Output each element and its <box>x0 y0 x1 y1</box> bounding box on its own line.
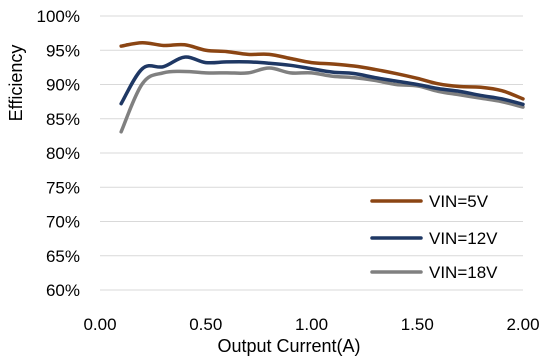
y-tick-label: 65% <box>46 247 80 266</box>
legend-label: VIN=5V <box>429 192 489 211</box>
series-line-vin-18v <box>119 66 525 134</box>
legend: VIN=5V VIN=12V VIN=18V <box>370 192 498 282</box>
y-tick-label: 60% <box>46 281 80 300</box>
y-tick-label: 75% <box>46 178 80 197</box>
series-line-vin-5v <box>119 40 525 101</box>
y-tick-label: 70% <box>46 213 80 232</box>
x-axis-title: Output Current(A) <box>217 336 360 356</box>
y-axis-title: Efficiency <box>6 45 26 122</box>
y-tick-label: 85% <box>46 110 80 129</box>
legend-label: VIN=12V <box>429 229 498 248</box>
x-axis-ticks: 0.00 0.50 1.00 1.50 2.00 <box>83 315 539 334</box>
x-tick-label: 0.50 <box>189 315 222 334</box>
y-axis-ticks: 60% 65% 70% 75% 80% 85% 90% 95% 100% <box>37 7 80 300</box>
legend-label: VIN=18V <box>429 263 498 282</box>
gridlines <box>100 15 523 291</box>
y-tick-label: 100% <box>37 7 80 26</box>
series-lines <box>119 40 525 134</box>
y-tick-label: 90% <box>46 76 80 95</box>
x-tick-label: 1.00 <box>295 315 328 334</box>
x-tick-label: 2.00 <box>506 315 539 334</box>
y-tick-label: 80% <box>46 144 80 163</box>
x-tick-label: 0.00 <box>83 315 116 334</box>
y-tick-label: 95% <box>46 41 80 60</box>
x-tick-label: 1.50 <box>401 315 434 334</box>
series-line-vin-12v <box>119 55 525 107</box>
